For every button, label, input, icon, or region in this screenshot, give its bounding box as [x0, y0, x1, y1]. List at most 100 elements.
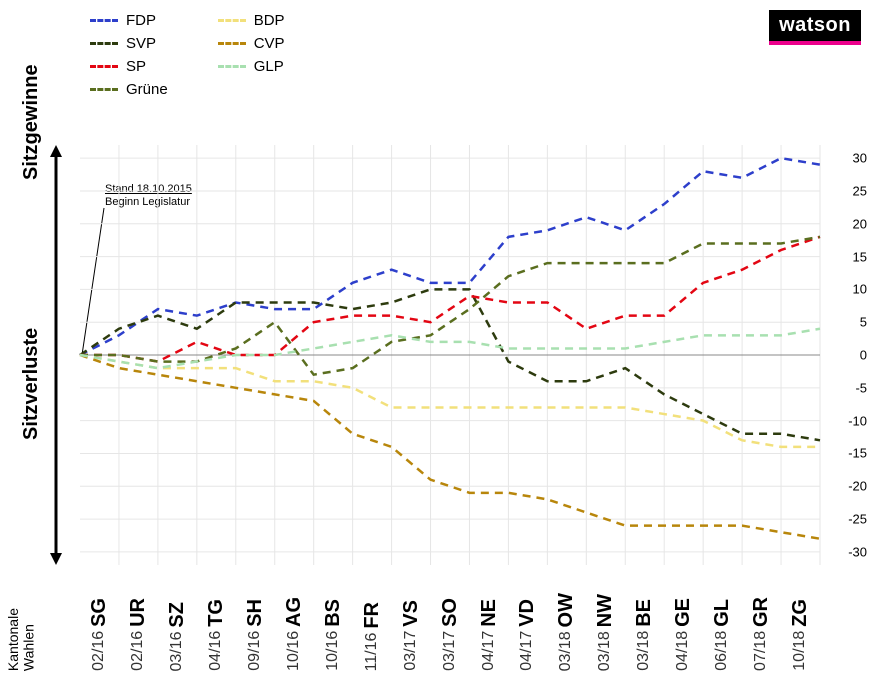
plot-area	[80, 145, 820, 565]
series-bdp	[80, 355, 820, 447]
plot-svg	[80, 145, 820, 565]
x-tick: 03/17 VS	[392, 593, 431, 671]
series-svp	[80, 289, 820, 440]
legend-item-grüne: Grüne	[90, 81, 168, 98]
x-tick: 04/16 TG	[197, 593, 236, 671]
x-tick-canton: SO	[439, 598, 461, 627]
x-tick-date: 07/18	[752, 631, 769, 671]
legend-swatch	[90, 42, 118, 45]
series-cvp	[80, 355, 820, 539]
x-tick-date: 03/17	[441, 631, 458, 671]
x-tick-date: 03/18	[596, 631, 613, 671]
y-tick: -30	[837, 544, 867, 559]
y-axis-label-gains: Sitzgewinne	[20, 64, 43, 180]
legend-swatch	[218, 42, 246, 45]
legend-swatch	[90, 88, 118, 91]
x-tick-date: 10/18	[791, 631, 808, 671]
y-tick: 15	[837, 249, 867, 264]
x-tick-date: 03/18	[557, 631, 574, 671]
legend-item-fdp: FDP	[90, 12, 168, 29]
x-tick: 07/18 GR	[742, 593, 781, 671]
y-tick: 0	[837, 348, 867, 363]
x-tick-canton: NE	[478, 599, 500, 627]
x-tick-canton: BS	[322, 599, 344, 627]
legend-label: CVP	[254, 35, 285, 52]
x-tick-canton: BE	[633, 599, 655, 627]
chart-container: watson FDP SVP SP Grüne BDP CVP GLP Sitzgewinn…	[0, 0, 873, 681]
watson-logo: watson	[769, 10, 861, 45]
legend-swatch	[90, 19, 118, 22]
x-tick-canton: VD	[516, 599, 538, 627]
y-tick: 5	[837, 315, 867, 330]
legend-label: SVP	[126, 35, 156, 52]
x-tick: 11/16 FR	[353, 593, 392, 671]
x-tick: 03/16 SZ	[158, 593, 197, 671]
x-tick: 02/16 UR	[119, 593, 158, 671]
x-tick: 03/18 OW	[547, 593, 586, 671]
legend-swatch	[90, 65, 118, 68]
x-tick: 04/18 GE	[664, 593, 703, 671]
x-tick-canton: SG	[88, 598, 110, 627]
y-tick: 30	[837, 151, 867, 166]
x-tick-date: 02/16	[129, 631, 146, 671]
legend-swatch	[218, 65, 246, 68]
y-tick: -25	[837, 512, 867, 527]
x-tick-canton: GL	[711, 599, 733, 627]
x-tick-date: 10/16	[324, 631, 341, 671]
y-axis-arrow	[48, 145, 64, 565]
legend-item-bdp: BDP	[218, 12, 285, 29]
x-tick-canton: FR	[361, 602, 383, 629]
x-tick: 10/16 AG	[275, 593, 314, 671]
legend-label: FDP	[126, 12, 156, 29]
y-axis-label-losses: Sitzverluste	[20, 328, 43, 440]
legend-swatch	[218, 19, 246, 22]
legend-label: Grüne	[126, 81, 168, 98]
x-tick: 10/18 ZG	[781, 593, 820, 671]
x-tick-date: 06/18	[713, 631, 730, 671]
y-tick: -10	[837, 413, 867, 428]
legend-item-svp: SVP	[90, 35, 168, 52]
legend-item-cvp: CVP	[218, 35, 285, 52]
y-tick: 20	[837, 216, 867, 231]
y-tick-labels: -30-25-20-15-10-5051015202530	[833, 145, 873, 565]
x-tick-labels: 02/16 SG02/16 UR03/16 SZ04/16 TG09/16 SH…	[80, 593, 820, 671]
series-sp	[80, 237, 820, 362]
x-tick-canton: VS	[400, 600, 422, 627]
legend-label: SP	[126, 58, 146, 75]
series-group	[80, 158, 820, 539]
x-tick-date: 09/16	[246, 631, 263, 671]
x-tick: 03/18 NW	[586, 593, 625, 671]
legend-label: BDP	[254, 12, 285, 29]
x-tick-date: 11/16	[363, 632, 380, 671]
y-tick: 25	[837, 183, 867, 198]
series-grüne	[80, 237, 820, 375]
y-tick: -20	[837, 479, 867, 494]
x-tick-canton: ZG	[789, 599, 811, 627]
x-tick: 10/16 BS	[314, 593, 353, 671]
x-tick-canton: SZ	[166, 602, 188, 628]
x-tick-date: 10/16	[285, 631, 302, 671]
series-glp	[80, 329, 820, 368]
x-tick-date: 02/16	[90, 631, 107, 671]
x-tick: 03/17 SO	[431, 593, 470, 671]
x-tick-canton: AG	[283, 597, 305, 627]
x-tick: 04/17 NE	[470, 593, 509, 671]
x-tick-canton: GE	[672, 598, 694, 627]
y-tick: -5	[837, 380, 867, 395]
x-tick-date: 03/16	[168, 631, 185, 671]
x-tick-canton: OW	[555, 593, 577, 627]
legend-label: GLP	[254, 58, 284, 75]
x-tick: 04/17 VD	[508, 593, 547, 671]
x-tick: 09/16 SH	[236, 593, 275, 671]
x-tick: 03/18 BE	[625, 593, 664, 671]
x-tick-canton: UR	[127, 598, 149, 627]
x-axis-title: KantonaleWahlen	[6, 608, 37, 671]
legend-item-sp: SP	[90, 58, 168, 75]
legend: FDP SVP SP Grüne BDP CVP GLP	[90, 12, 285, 98]
x-tick-canton: NW	[594, 594, 616, 627]
x-tick-date: 04/16	[207, 631, 224, 671]
legend-item-glp: GLP	[218, 58, 285, 75]
x-tick-canton: GR	[750, 597, 772, 627]
y-tick: -15	[837, 446, 867, 461]
x-tick-date: 03/17	[402, 631, 419, 671]
